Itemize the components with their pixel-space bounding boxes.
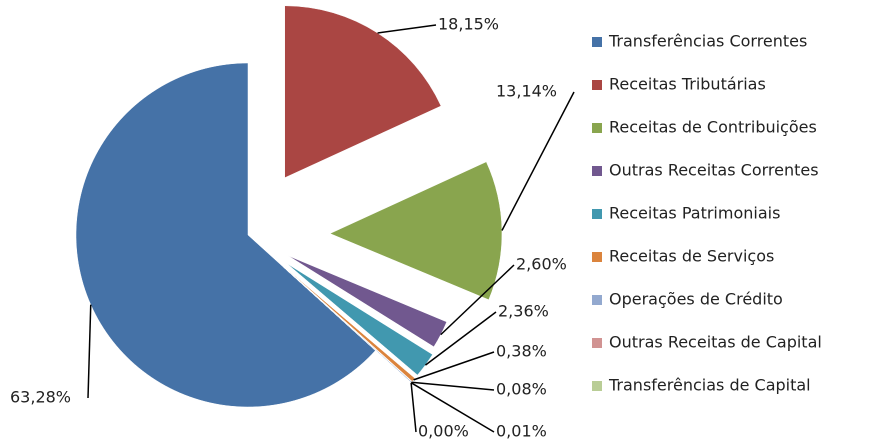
pie-slice <box>329 161 503 301</box>
legend-swatch <box>592 166 602 176</box>
legend-label: Operações de Crédito <box>609 290 783 309</box>
data-label: 0,00% <box>418 422 469 441</box>
legend-label: Receitas de Serviços <box>609 247 774 266</box>
legend-swatch <box>592 252 602 262</box>
legend-swatch <box>592 338 602 348</box>
legend-label: Transferências Correntes <box>608 32 807 51</box>
leader-line <box>410 382 417 433</box>
data-label: 13,14% <box>496 82 557 101</box>
data-label: 18,15% <box>438 15 499 34</box>
legend-swatch <box>592 209 602 219</box>
leader-line <box>377 24 437 34</box>
legend-swatch <box>592 80 602 90</box>
legend-swatch <box>592 123 602 133</box>
pie-slice <box>283 266 416 382</box>
data-label: 2,60% <box>516 255 567 274</box>
pie-slice <box>284 5 442 179</box>
leader-line <box>411 381 495 391</box>
leader-line <box>87 304 92 399</box>
legend-label: Receitas Tributárias <box>609 75 766 94</box>
legend-swatch <box>592 295 602 305</box>
data-label: 0,38% <box>496 342 547 361</box>
leader-line <box>424 311 497 366</box>
legend-label: Outras Receitas Correntes <box>609 161 819 180</box>
leader-line <box>413 351 495 381</box>
legend-swatch <box>592 37 602 47</box>
pie-slice <box>287 255 448 348</box>
legend-label: Receitas de Contribuições <box>609 118 817 137</box>
legend-label: Receitas Patrimoniais <box>609 204 780 223</box>
legend-label: Outras Receitas de Capital <box>609 333 822 352</box>
data-label: 0,08% <box>496 380 547 399</box>
data-label: 2,36% <box>498 302 549 321</box>
leader-line <box>410 382 495 433</box>
pie-slice <box>75 62 376 408</box>
data-label: 63,28% <box>10 388 71 407</box>
legend-label: Transferências de Capital <box>608 376 811 395</box>
data-label: 0,01% <box>496 422 547 441</box>
legend-swatch <box>592 381 602 391</box>
leader-line <box>440 264 515 336</box>
leader-line <box>501 91 575 231</box>
